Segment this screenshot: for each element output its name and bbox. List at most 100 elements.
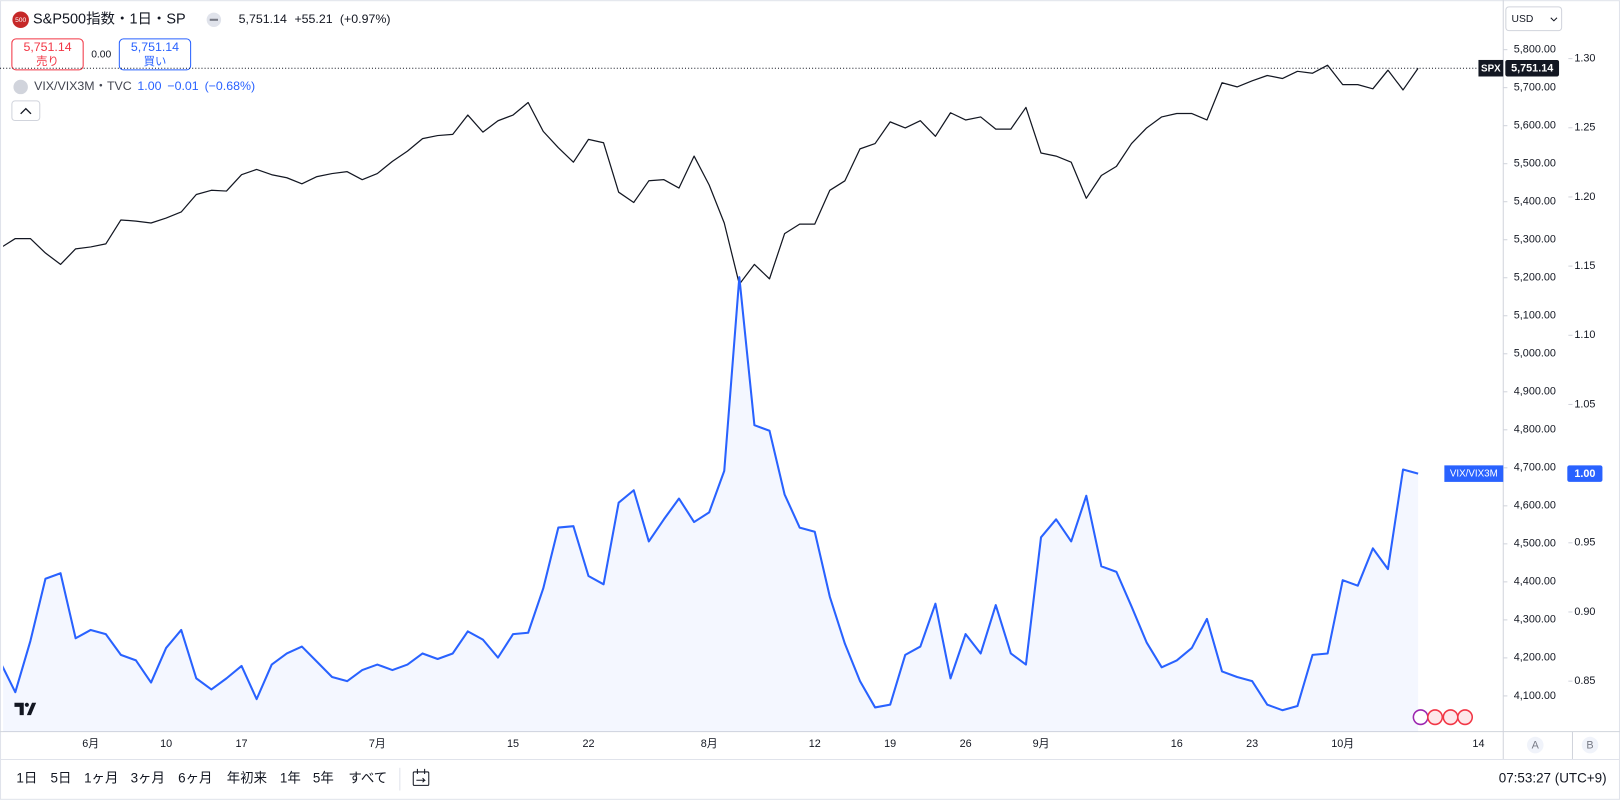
x-tick-label: 9月 [1033, 738, 1050, 750]
overlay-logo [13, 79, 28, 95]
y-tick-label: 5,000.00 [1514, 348, 1556, 360]
buy-button[interactable] [118, 38, 192, 71]
y-tick-label: 4,700.00 [1514, 462, 1556, 474]
price-tag-label: 5,751.14 [1511, 63, 1553, 75]
range-button[interactable]: 5年 [313, 771, 334, 786]
y-tick-label: 4,400.00 [1514, 576, 1556, 588]
scale-button-bg[interactable] [1527, 736, 1544, 754]
y2-tick-label: 0.90 [1574, 606, 1595, 618]
y2-tick-label: 1.10 [1574, 329, 1595, 341]
y-tick-label: 5,800.00 [1514, 44, 1556, 56]
event-icon[interactable] [1412, 709, 1429, 726]
event-icon[interactable] [1442, 709, 1459, 726]
y2-tick-label: 1.25 [1574, 122, 1595, 134]
range-button[interactable]: 1日 [16, 771, 37, 786]
overlay-change: −0.01 [167, 79, 198, 93]
y2-tick-label: 1.05 [1574, 398, 1595, 410]
y-tick-label: 4,800.00 [1514, 424, 1556, 436]
bottom-toolbar: 07:53:27 (UTC+9) 1日 5日 1ヶ月 3ヶ月 6ヶ月 年初来 1年 5年 すべて [16, 767, 1607, 791]
date-range-icon-detail [416, 768, 426, 783]
scale-button[interactable]: B [1586, 739, 1593, 751]
tv-logo-dot [24, 702, 29, 707]
spread: 0.00 [91, 50, 111, 61]
plot-area [3, 64, 1419, 732]
range-button[interactable]: 1年 [280, 771, 301, 786]
x-tick-label: 10月 [1331, 738, 1354, 750]
buy-price: 5,751.14 [131, 40, 179, 54]
x-tick-label: 14 [1472, 738, 1484, 750]
series-tag [1478, 59, 1504, 77]
overlay-value: 1.00 [137, 79, 161, 93]
x-tick-label: 26 [960, 738, 972, 750]
event-icons [1412, 709, 1474, 726]
overlay-change-pct: (−0.68%) [205, 79, 256, 93]
buy-label: 買い [144, 55, 167, 68]
y2-tick-label: 1.15 [1574, 260, 1595, 272]
range-button[interactable]: 年初来 [227, 771, 267, 786]
logo-text: 500 [15, 17, 26, 24]
y-tick-label: 4,200.00 [1514, 652, 1556, 664]
x-tick-label: 6月 [82, 738, 99, 750]
status-icon-bar [209, 18, 218, 21]
price-tag [1567, 465, 1603, 482]
collapse-button[interactable] [11, 100, 41, 122]
symbol-title[interactable]: S&P500指数・1日・SP [33, 11, 186, 28]
last-price: 5,751.14 [239, 12, 287, 26]
y-tick-label: 5,400.00 [1514, 196, 1556, 208]
y-tick-label: 5,100.00 [1514, 310, 1556, 322]
overlay-symbol[interactable]: VIX/VIX3M・TVC [34, 79, 132, 93]
y-tick-label: 5,600.00 [1514, 120, 1556, 132]
auto-scale-button[interactable]: A [1532, 739, 1540, 751]
y-tick-label: 4,600.00 [1514, 500, 1556, 512]
price-tag-label: 1.00 [1574, 468, 1595, 480]
event-icon[interactable] [1427, 709, 1444, 726]
x-tick-label: 23 [1246, 738, 1258, 750]
x-tick-label: 7月 [369, 738, 386, 750]
y-tick-label: 5,500.00 [1514, 158, 1556, 170]
tv-logo-mark [14, 702, 37, 716]
x-tick-label: 8月 [701, 738, 718, 750]
range-button[interactable]: 3ヶ月 [131, 771, 165, 786]
sell-button[interactable] [11, 38, 84, 71]
dropdown-icon [1550, 17, 1558, 22]
event-icon[interactable] [1457, 709, 1474, 726]
y2-tick-label: 1.30 [1574, 52, 1595, 64]
range-button[interactable]: 6ヶ月 [178, 771, 212, 786]
y-tick-label: 5,700.00 [1514, 82, 1556, 94]
clock: 07:53:27 (UTC+9) [1499, 771, 1607, 786]
sell-price: 5,751.14 [23, 40, 71, 54]
series-line [3, 276, 1419, 712]
x-tick-label: 16 [1171, 738, 1183, 750]
x-tick-label: 12 [809, 738, 821, 750]
x-tick-label: 17 [236, 738, 248, 750]
currency: USD [1512, 14, 1534, 25]
y-tick-label: 4,500.00 [1514, 538, 1556, 550]
range-button[interactable]: すべて [348, 771, 387, 786]
currency-select[interactable] [1505, 6, 1563, 32]
y2-tick-label: 0.95 [1574, 537, 1595, 549]
range-button[interactable]: 5日 [51, 771, 72, 786]
x-tick-label: 19 [884, 738, 896, 750]
y-tick-label: 4,300.00 [1514, 614, 1556, 626]
range-button[interactable]: 1ヶ月 [84, 771, 118, 786]
series-area [3, 277, 1419, 732]
y-tick-label: 5,200.00 [1514, 272, 1556, 284]
scale-button-bg[interactable] [1581, 736, 1599, 754]
price-change-pct: (+0.97%) [340, 12, 391, 26]
sell-label: 売り [36, 55, 59, 68]
price-tag [1505, 59, 1560, 77]
y2-tick-label: 1.20 [1574, 191, 1595, 203]
symbol-logo [12, 11, 29, 29]
y-tick-label: 5,300.00 [1514, 234, 1556, 246]
series-tag-name: SPX [1481, 63, 1501, 74]
price-change: +55.21 [294, 12, 332, 26]
y-tick-label: 4,100.00 [1514, 690, 1556, 702]
date-range-icon[interactable] [412, 771, 430, 786]
x-tick-label: 10 [160, 738, 172, 750]
y-tick-label: 4,900.00 [1514, 386, 1556, 398]
legend-main: 500 S&P500指数・1日・SP 5,751.14 +55.21 (+0.9… [11, 11, 391, 122]
series-line [3, 64, 1419, 285]
x-tick-label: 22 [582, 738, 594, 750]
